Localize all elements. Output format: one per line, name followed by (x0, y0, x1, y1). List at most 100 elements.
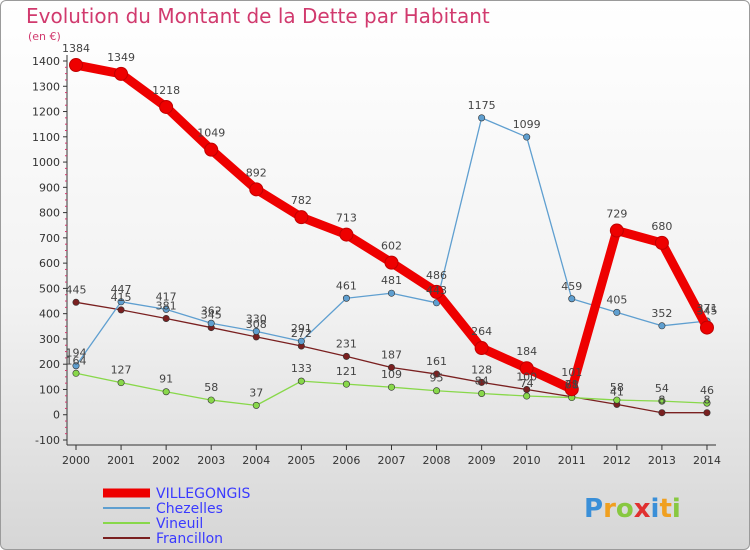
data-point-villegongis (114, 66, 129, 81)
data-label-chezelles: 194 (66, 347, 87, 360)
x-tick-label: 2013 (648, 454, 676, 467)
y-tick-label: 1400 (32, 55, 60, 68)
data-label-vineuil: 68 (565, 379, 579, 392)
y-tick-label: 600 (39, 257, 60, 270)
data-point-vineuil (478, 390, 486, 398)
data-point-villegongis (204, 142, 219, 157)
x-tick-label: 2004 (242, 454, 270, 467)
data-point-chezelles (162, 305, 170, 313)
data-label-vineuil: 84 (475, 375, 489, 388)
data-label-vineuil: 58 (204, 381, 218, 394)
data-label-villegongis: 1218 (152, 84, 180, 97)
data-label-francillon: 272 (291, 327, 312, 340)
data-point-vineuil (342, 380, 350, 388)
data-label-villegongis: 1349 (107, 51, 135, 64)
data-point-villegongis (609, 223, 624, 238)
data-point-vineuil (703, 399, 711, 407)
x-tick-label: 2007 (377, 454, 405, 467)
proxiti-logo: Proxiti (584, 494, 681, 524)
data-point-vineuil (72, 369, 80, 377)
data-point-francillon (433, 370, 441, 378)
data-label-francillon: 381 (156, 299, 177, 312)
data-label-chezelles: 1099 (513, 118, 541, 131)
data-label-chezelles: 352 (651, 307, 672, 320)
data-point-chezelles (252, 327, 260, 335)
y-tick-label: -100 (35, 434, 60, 447)
data-label-chezelles: 447 (111, 283, 132, 296)
data-label-chezelles: 371 (696, 302, 717, 315)
y-tick-label: 800 (39, 207, 60, 220)
y-tick-label: 500 (39, 282, 60, 295)
data-label-vineuil: 121 (336, 365, 357, 378)
data-label-vineuil: 164 (66, 354, 87, 367)
data-label-francillon: 161 (426, 355, 447, 368)
data-label-villegongis: 1049 (197, 127, 225, 140)
data-point-villegongis (654, 235, 669, 250)
chart-title: Evolution du Montant de la Dette par Hab… (26, 4, 490, 28)
data-label-chezelles: 461 (336, 279, 357, 292)
data-point-francillon (658, 409, 666, 417)
x-tick-label: 2002 (152, 454, 180, 467)
x-tick-label: 2010 (513, 454, 541, 467)
data-label-chezelles: 1175 (468, 99, 496, 112)
data-label-vineuil: 37 (249, 386, 263, 399)
data-point-vineuil (613, 396, 621, 404)
data-point-chezelles (658, 322, 666, 330)
x-tick-label: 2000 (62, 454, 90, 467)
data-point-francillon (117, 306, 125, 314)
data-point-villegongis (384, 255, 399, 270)
data-label-vineuil: 127 (111, 364, 132, 377)
y-tick-label: 100 (39, 383, 60, 396)
data-label-villegongis: 602 (381, 240, 402, 253)
data-point-chezelles (72, 362, 80, 370)
data-label-vineuil: 95 (430, 372, 444, 385)
data-point-francillon (387, 363, 395, 371)
data-point-vineuil (297, 377, 305, 385)
x-tick-label: 2005 (287, 454, 315, 467)
data-label-vineuil: 74 (520, 377, 534, 390)
data-label-villegongis: 892 (246, 166, 267, 179)
data-label-francillon: 415 (111, 291, 132, 304)
data-point-vineuil (252, 401, 260, 409)
data-label-francillon: 71 (565, 378, 579, 391)
data-label-villegongis: 782 (291, 194, 312, 207)
data-point-francillon (478, 378, 486, 386)
y-tick-label: 1200 (32, 106, 60, 119)
x-tick-label: 2001 (107, 454, 135, 467)
data-point-vineuil (523, 392, 531, 400)
y-tick-label: 200 (39, 358, 60, 371)
x-tick-label: 2008 (423, 454, 451, 467)
x-tick-label: 2011 (558, 454, 586, 467)
data-label-vineuil: 58 (610, 381, 624, 394)
data-point-villegongis (699, 320, 714, 335)
data-label-chezelles: 443 (426, 284, 447, 297)
data-point-chezelles (117, 298, 125, 306)
data-point-vineuil (433, 387, 441, 395)
data-label-villegongis: 713 (336, 212, 357, 225)
data-point-villegongis (69, 58, 83, 73)
data-label-villegongis: 486 (426, 269, 447, 282)
data-label-vineuil: 91 (159, 373, 173, 386)
data-label-vineuil: 133 (291, 362, 312, 375)
y-tick-label: 900 (39, 181, 60, 194)
y-tick-label: 400 (39, 308, 60, 321)
legend-label-francillon: Francillon (156, 531, 223, 547)
y-tick-label: 700 (39, 232, 60, 245)
data-point-francillon (703, 409, 711, 417)
data-point-villegongis (519, 361, 534, 376)
y-tick-label: 1100 (32, 131, 60, 144)
data-point-vineuil (387, 383, 395, 391)
data-point-villegongis (294, 210, 309, 225)
x-tick-label: 2003 (197, 454, 225, 467)
data-point-villegongis (339, 227, 354, 242)
data-point-villegongis (429, 284, 444, 299)
y-tick-label: 1300 (32, 80, 60, 93)
data-label-chezelles: 330 (246, 312, 267, 325)
data-point-chezelles (387, 289, 395, 297)
data-label-chezelles: 481 (381, 274, 402, 287)
data-point-chezelles (207, 319, 215, 327)
data-label-vineuil: 46 (700, 384, 714, 397)
data-point-chezelles (613, 308, 621, 316)
